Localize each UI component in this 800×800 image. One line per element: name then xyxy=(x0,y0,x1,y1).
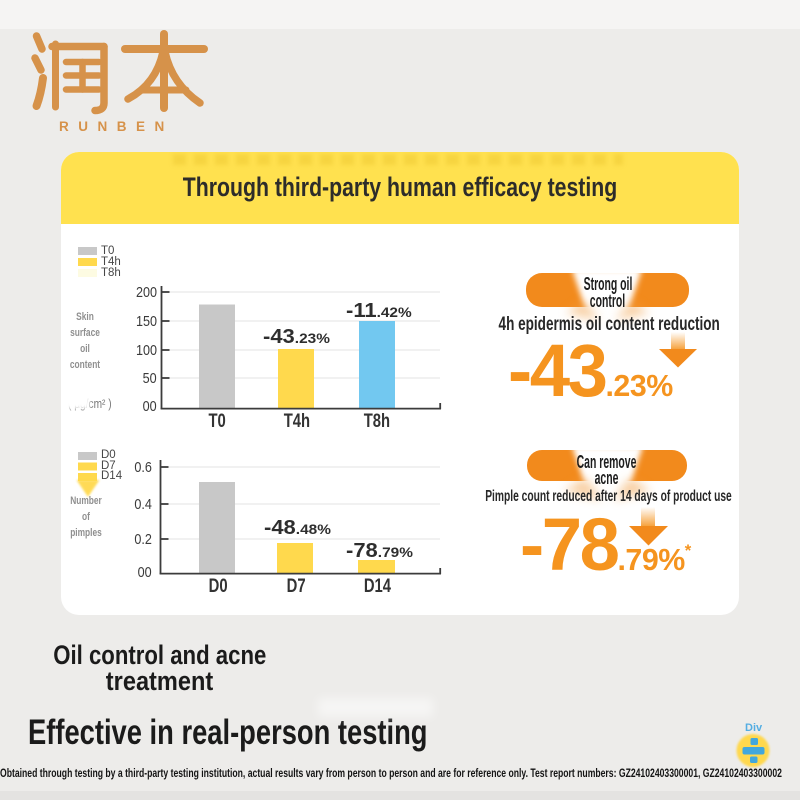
svg-text:RUNBEN: RUNBEN xyxy=(59,119,174,134)
